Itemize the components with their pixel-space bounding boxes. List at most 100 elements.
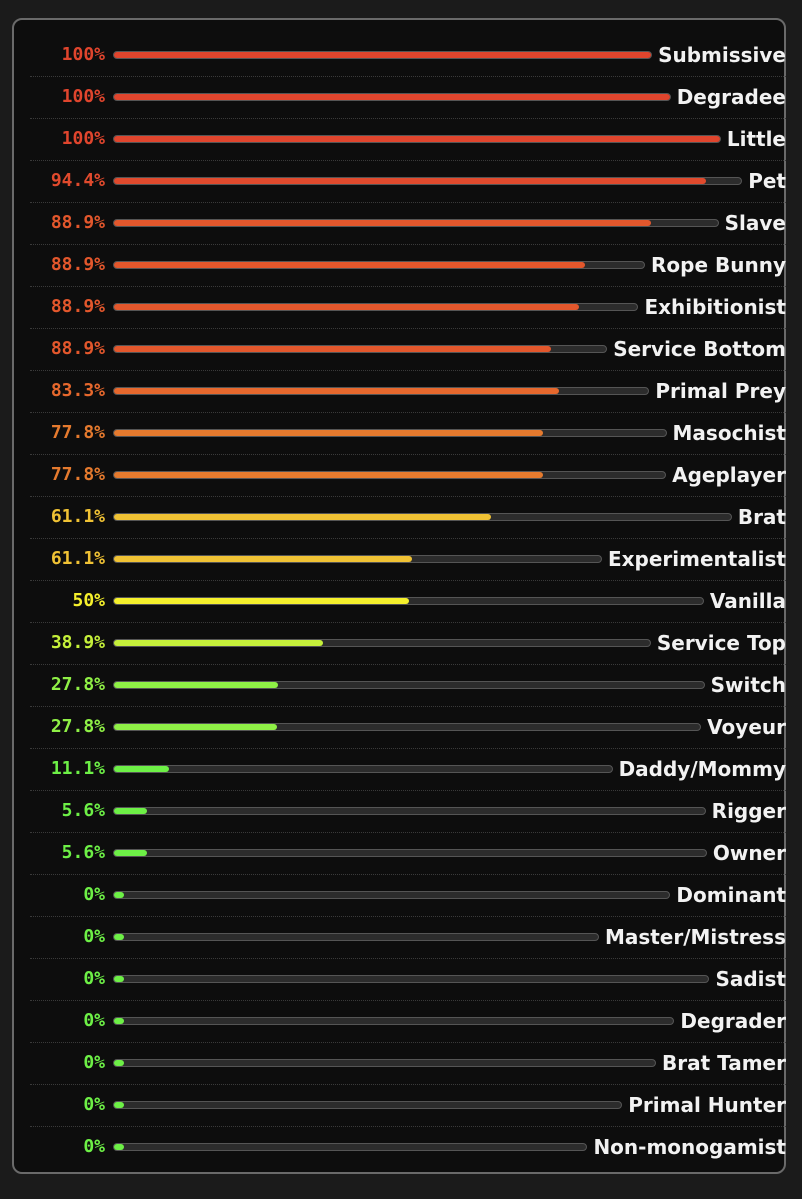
bar-track	[113, 723, 701, 731]
bar-row: 5.6% Owner	[30, 832, 786, 875]
bar-row: 0% Degrader	[30, 1000, 786, 1043]
bar-fill	[114, 262, 586, 268]
percent-label: 27.8%	[50, 674, 105, 695]
percent-label: 11.1%	[50, 758, 105, 779]
percent-label: 5.6%	[61, 842, 105, 863]
category-label: Master/Mistress	[604, 925, 786, 949]
bar-row: 100% Submissive	[30, 34, 786, 77]
percent-label: 0%	[83, 1094, 105, 1115]
bar-row: 100% Little	[30, 118, 786, 161]
percent-label: 100%	[61, 44, 105, 65]
category-label: Primal Prey	[655, 379, 786, 403]
category-label: Rigger	[711, 799, 786, 823]
bar-fill	[114, 178, 706, 184]
percent-label: 38.9%	[50, 632, 105, 653]
bar-track	[113, 177, 742, 185]
percent-label: 27.8%	[50, 716, 105, 737]
bar-fill	[114, 430, 544, 436]
category-label: Exhibitionist	[644, 295, 786, 319]
bar-row: 5.6% Rigger	[30, 790, 786, 833]
results-panel: 100% Submissive 100% Degradee 100% Little 94.4…	[12, 18, 786, 1174]
bar-row: 83.3% Primal Prey	[30, 370, 786, 413]
bar-row: 77.8% Masochist	[30, 412, 786, 455]
bar-row: 77.8% Ageplayer	[30, 454, 786, 497]
bar-fill	[114, 682, 279, 688]
bar-fill	[114, 640, 323, 646]
bar-row: 0% Non-monogamist	[30, 1126, 786, 1168]
bar-fill	[114, 514, 491, 520]
percent-label: 61.1%	[50, 548, 105, 569]
percent-label: 83.3%	[50, 380, 105, 401]
category-label: Non-monogamist	[593, 1135, 786, 1159]
bar-track	[113, 1101, 622, 1109]
percent-label: 0%	[83, 926, 105, 947]
bar-row: 0% Brat Tamer	[30, 1042, 786, 1085]
bar-track	[113, 303, 638, 311]
bar-row: 88.9% Exhibitionist	[30, 286, 786, 329]
bar-fill	[114, 850, 148, 856]
percent-label: 88.9%	[50, 296, 105, 317]
percent-label: 61.1%	[50, 506, 105, 527]
percent-label: 88.9%	[50, 338, 105, 359]
bar-track	[113, 51, 652, 59]
bar-track	[113, 933, 599, 941]
bar-fill	[114, 934, 124, 940]
bar-fill	[114, 136, 720, 142]
bar-row: 38.9% Service Top	[30, 622, 786, 665]
category-label: Slave	[724, 211, 786, 235]
bar-fill	[114, 1060, 124, 1066]
bar-row: 100% Degradee	[30, 76, 786, 119]
category-label: Masochist	[672, 421, 786, 445]
category-label: Little	[726, 127, 786, 151]
bar-fill	[114, 892, 124, 898]
category-label: Experimentalist	[607, 547, 786, 571]
percent-label: 100%	[61, 86, 105, 107]
category-label: Sadist	[715, 967, 786, 991]
bar-row: 27.8% Voyeur	[30, 706, 786, 749]
bar-track	[113, 429, 667, 437]
percent-label: 77.8%	[50, 422, 105, 443]
bar-fill	[114, 598, 409, 604]
percent-label: 0%	[83, 884, 105, 905]
bar-track	[113, 555, 602, 563]
bar-track	[113, 135, 721, 143]
bar-track	[113, 849, 707, 857]
bar-fill	[114, 304, 579, 310]
category-label: Brat Tamer	[662, 1051, 786, 1075]
bar-row: 0% Master/Mistress	[30, 916, 786, 959]
bar-fill	[114, 1102, 124, 1108]
bar-track	[113, 975, 709, 983]
bar-fill	[114, 808, 148, 814]
category-label: Dominant	[676, 883, 786, 907]
bar-fill	[114, 1144, 124, 1150]
category-label: Primal Hunter	[628, 1093, 786, 1117]
percent-label: 0%	[83, 968, 105, 989]
percent-label: 0%	[83, 1136, 105, 1157]
category-label: Degrader	[680, 1009, 786, 1033]
category-label: Brat	[737, 505, 786, 529]
bar-fill	[114, 220, 651, 226]
category-label: Pet	[748, 169, 786, 193]
category-label: Switch	[710, 673, 786, 697]
bar-track	[113, 471, 666, 479]
bar-fill	[114, 556, 412, 562]
bar-fill	[114, 1018, 124, 1024]
percent-label: 88.9%	[50, 254, 105, 275]
category-label: Rope Bunny	[651, 253, 786, 277]
bar-track	[113, 891, 670, 899]
percent-label: 5.6%	[61, 800, 105, 821]
percent-label: 0%	[83, 1052, 105, 1073]
bar-row: 88.9% Service Bottom	[30, 328, 786, 371]
bar-row: 50% Vanilla	[30, 580, 786, 623]
bar-row: 61.1% Experimentalist	[30, 538, 786, 581]
category-label: Daddy/Mommy	[618, 757, 786, 781]
bar-track	[113, 1017, 674, 1025]
category-label: Service Top	[656, 631, 786, 655]
bar-fill	[114, 94, 670, 100]
bar-track	[113, 387, 649, 395]
category-label: Owner	[712, 841, 786, 865]
bar-row: 61.1% Brat	[30, 496, 786, 539]
percent-label: 0%	[83, 1010, 105, 1031]
bar-track	[113, 1143, 587, 1151]
bar-fill	[114, 388, 559, 394]
